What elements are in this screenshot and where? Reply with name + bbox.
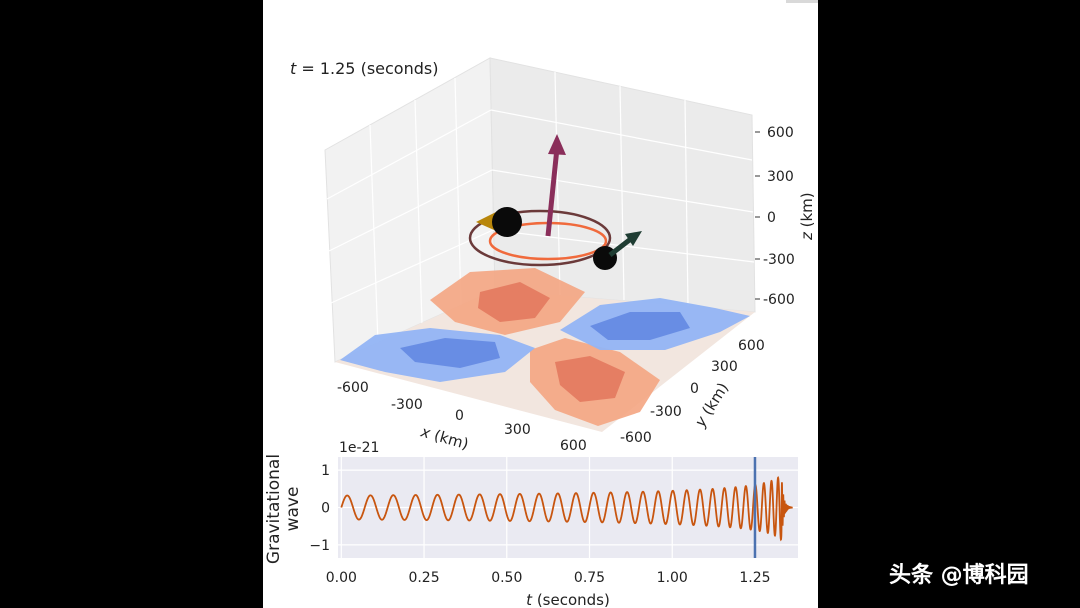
y-tick-label: 300 xyxy=(711,359,738,375)
z-axis: 600 300 0 -300 -600 z (km) xyxy=(755,125,816,308)
secondary-spin-arrow xyxy=(608,236,634,257)
time-label-var: t xyxy=(290,59,297,78)
contour-pos-upper-core xyxy=(478,282,550,322)
contour-pos-lower-core xyxy=(555,356,625,402)
x-tick-label: -300 xyxy=(391,397,423,413)
axes-3d: t = 1.25 (seconds) 600 300 0 -300 -600 z… xyxy=(290,57,816,454)
orbital-axis-arrowhead xyxy=(548,134,566,155)
waveform-x-tick-label: 0.75 xyxy=(574,570,605,586)
x-tick-label: 0 xyxy=(455,408,464,424)
z-tick-label: 0 xyxy=(767,210,776,226)
waveform-y-ticks: 1 0 −1 xyxy=(309,463,330,554)
x-tick-label: 300 xyxy=(504,422,531,438)
waveform-x-tick-label: 0.25 xyxy=(408,570,439,586)
figure-corner-edge xyxy=(786,0,818,3)
x-tick-label: -600 xyxy=(337,380,369,396)
waveform-x-tick-label: 0.00 xyxy=(326,570,357,586)
x-axis-label: x (km) xyxy=(418,422,471,453)
waveform-x-axis-label: t (seconds) xyxy=(526,591,610,608)
time-label: t = 1.25 (seconds) xyxy=(290,59,438,78)
y-offset-label: 1e-21 xyxy=(339,440,379,456)
contour-neg-right-core xyxy=(590,312,690,340)
z-tick-label: -600 xyxy=(763,292,795,308)
orbital-axis-arrow xyxy=(545,147,560,237)
secondary-spin-arrowhead xyxy=(625,231,642,246)
x-tick-label: 600 xyxy=(560,438,587,454)
z-tick-label: 600 xyxy=(767,125,794,141)
orbit-trail-primary xyxy=(468,209,612,267)
time-label-value: = 1.25 (seconds) xyxy=(296,59,438,78)
waveform-y-tick-label: 1 xyxy=(321,463,330,479)
contour-neg-left-core xyxy=(400,338,500,368)
y-tick-label: 0 xyxy=(690,381,699,397)
y-tick-label: 600 xyxy=(738,338,765,354)
z-tick-label: -300 xyxy=(763,252,795,268)
binary-system xyxy=(468,134,642,270)
waveform-x-tick-label: 0.50 xyxy=(491,570,522,586)
waveform-x-tick-label: 1.25 xyxy=(739,570,770,586)
waveform-x-tick-label: 1.00 xyxy=(657,570,688,586)
waveform-plot: 1e-21 0.00 0.25 0.50 0.75 1.00 1.25 1 0 −1 t (s… xyxy=(264,440,798,608)
primary-spin-arrowhead xyxy=(476,212,496,230)
watermark: 头条 @博科园 xyxy=(889,562,1029,588)
waveform-y-tick-label: −1 xyxy=(309,538,330,554)
waveform-y-axis-label: Gravitationalwave xyxy=(264,454,303,564)
y-tick-label: -600 xyxy=(620,430,652,446)
primary-black-hole xyxy=(492,207,522,237)
waveform-series-line xyxy=(340,475,793,542)
waveform-y-tick-label: 0 xyxy=(321,501,330,517)
waveform-x-ticks: 0.00 0.25 0.50 0.75 1.00 1.25 xyxy=(326,570,771,586)
pane-grid xyxy=(326,71,755,344)
z-axis-label: z (km) xyxy=(798,192,816,241)
z-tick-label: 300 xyxy=(767,169,794,185)
y-tick-label: -300 xyxy=(650,404,682,420)
contour-floor xyxy=(335,268,755,432)
